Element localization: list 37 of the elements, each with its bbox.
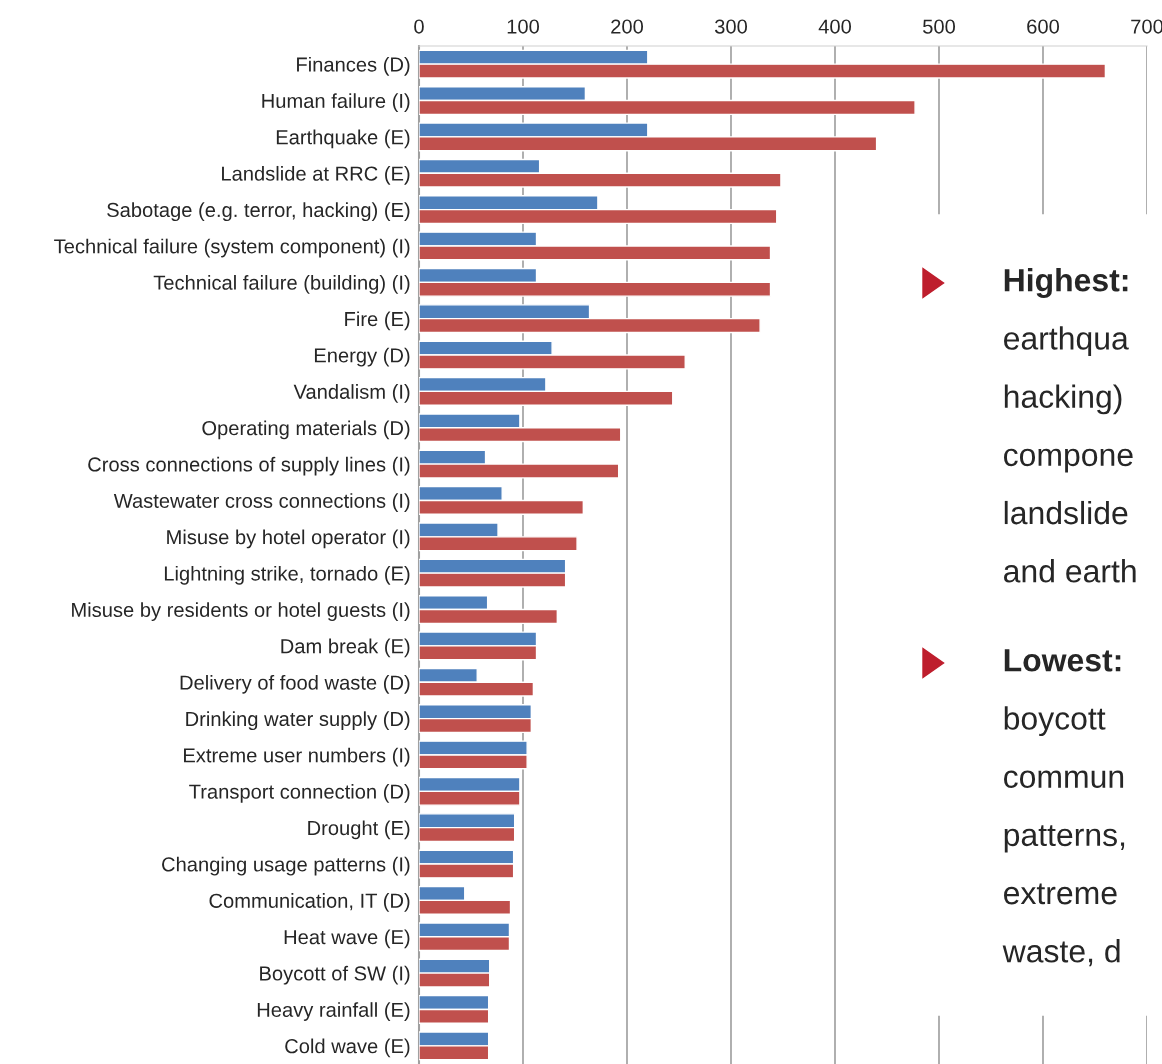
x-tick-label: 200 <box>611 19 644 34</box>
y-tick-label: Cold wave (E) <box>285 1038 410 1058</box>
y-tick-label: Finances (D) <box>297 56 410 76</box>
y-tick-label: Transport connection (D) <box>189 784 410 803</box>
annotation: Lowest: boycott commun patterns, extreme waste, d <box>1002 649 1125 967</box>
y-tick-label: Sabotage (e.g. terror, hacking) (E) <box>107 202 410 222</box>
y-tick-label: Energy (D) <box>314 347 410 367</box>
x-tick-label: 400 <box>818 19 852 34</box>
x-tick-label: 500 <box>923 19 956 34</box>
y-tick-label: Drinking water supply (D) <box>186 711 410 731</box>
y-tick-label: Misuse by hotel operator (I) <box>167 529 410 549</box>
y-tick-label: Fire (E) <box>345 311 410 331</box>
y-tick-label: Boycott of SW (I) <box>260 965 410 985</box>
x-tick-label: 600 <box>1027 19 1060 34</box>
y-tick-label: Changing usage patterns (I) <box>162 856 410 876</box>
y-tick-label: Earthquake (E) <box>276 129 410 149</box>
x-tick-label: 300 <box>714 19 748 34</box>
y-tick-label: Landslide at RRC (E) <box>222 165 410 185</box>
y-tick-label: Operating materials (D) <box>202 420 410 440</box>
y-tick-label: Misuse by residents or hotel guests (I) <box>72 602 410 622</box>
y-tick-label: Drought (E) <box>308 820 410 840</box>
y-tick-label: Heavy rainfall (E) <box>257 1002 410 1021</box>
y-tick-label: Cross connections of supply lines (I) <box>88 456 410 476</box>
y-tick-label: Dam break (E) <box>281 638 410 658</box>
y-tick-label: Communication, IT (D) <box>209 893 410 912</box>
y-tick-label: Technical failure (building) (I) <box>153 275 410 294</box>
y-tick-label: Delivery of food waste (D) <box>180 674 410 694</box>
y-tick-label: Lightning strike, tornado (E) <box>164 565 410 585</box>
y-tick-label: Technical failure (system component) (I) <box>54 238 410 258</box>
x-tick-label: 0 <box>414 19 424 34</box>
y-tick-label: Heat wave (E) <box>284 929 410 949</box>
x-tick-label: 100 <box>507 19 540 34</box>
y-tick-label: Extreme user numbers (I) <box>184 747 410 767</box>
y-tick-label: Wastewater cross connections (I) <box>113 493 410 512</box>
annotation: Highest: earthqua hacking) compone landslide and earth <box>1004 268 1136 583</box>
y-tick-label: Vandalism (I) <box>293 384 410 403</box>
y-tick-label: Human failure (I) <box>262 93 410 112</box>
